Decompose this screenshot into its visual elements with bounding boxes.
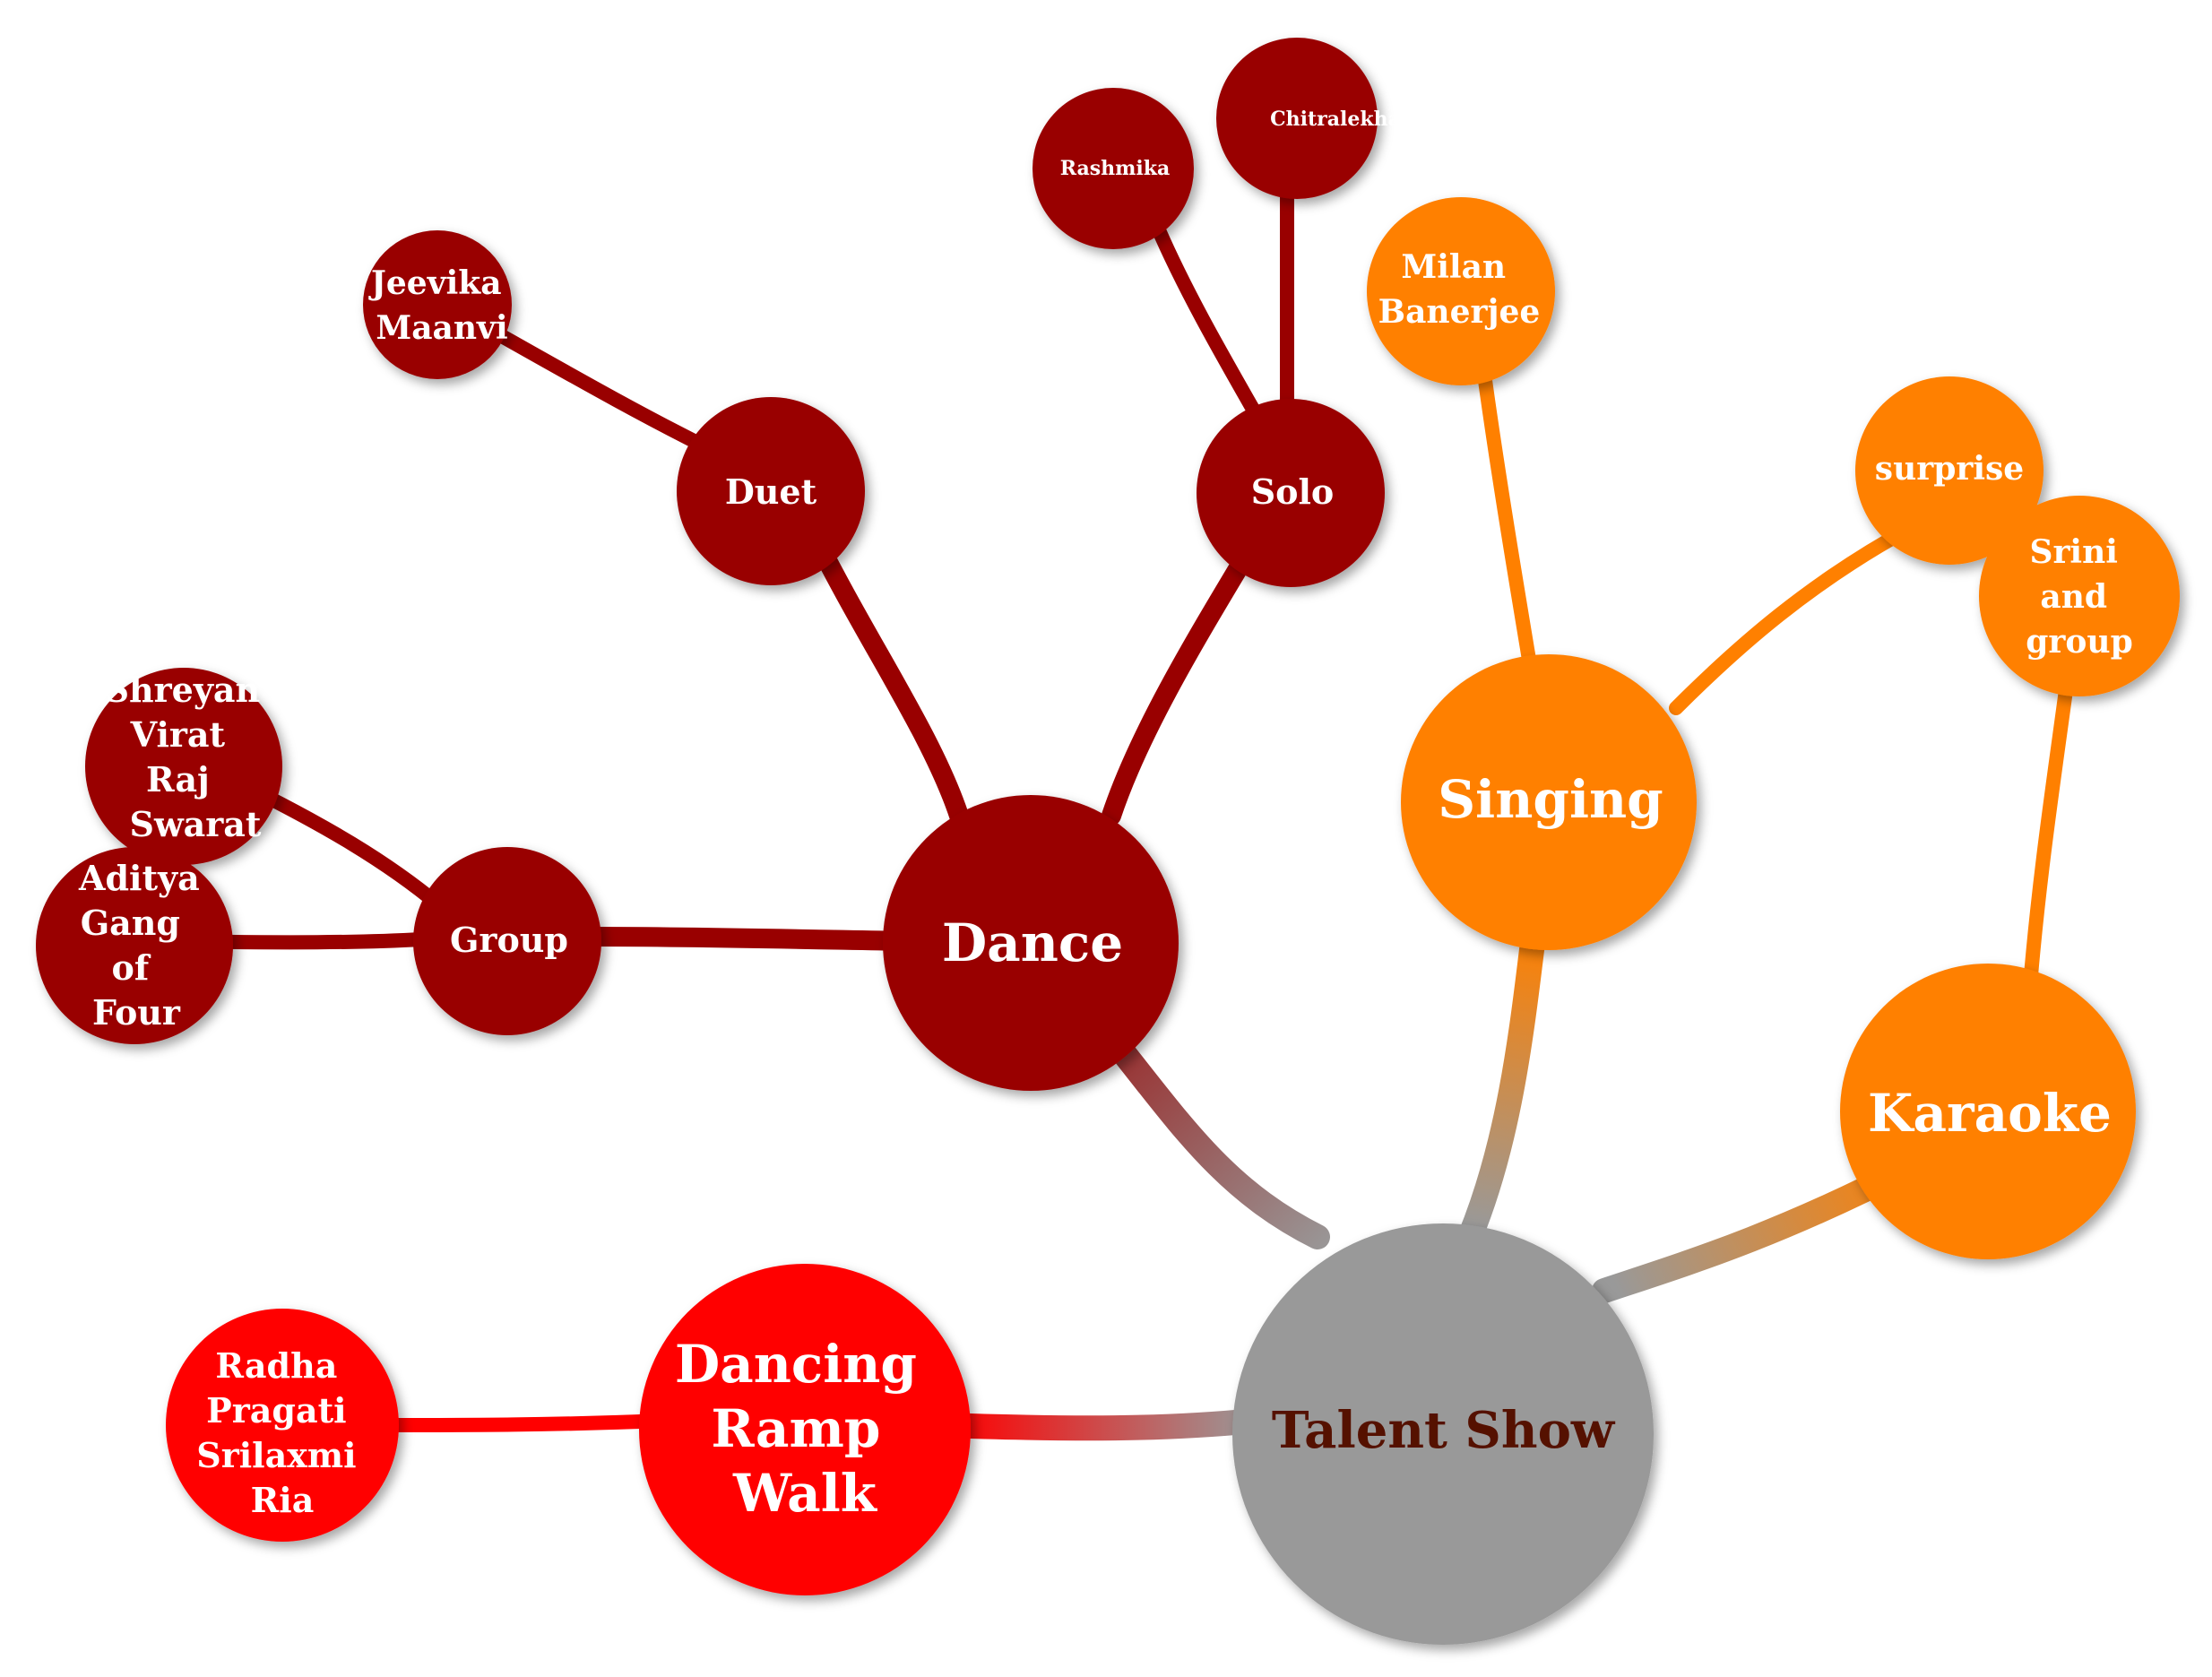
connector-solo-rashmika	[1149, 217, 1262, 419]
milan-banerjee-label: Milan Banerjee	[1378, 248, 1541, 331]
node-solo[interactable]	[1197, 399, 1385, 587]
singing-label: Singing	[1438, 769, 1663, 830]
node-group-members-a[interactable]	[85, 668, 282, 865]
node-talent-show[interactable]	[1232, 1223, 1654, 1645]
dance-label: Dance	[942, 912, 1123, 973]
group-members-b-label: Aditya Gang of Four	[78, 858, 212, 1033]
node-singing[interactable]	[1401, 654, 1697, 950]
node-duet[interactable]	[677, 397, 865, 585]
node-rashmika[interactable]	[1033, 88, 1194, 249]
node-group-members-b[interactable]	[36, 847, 233, 1044]
node-karaoke[interactable]	[1840, 964, 2136, 1259]
rashmika-label: Rashmika	[1060, 157, 1171, 180]
connectors	[172, 181, 2073, 1441]
connector-dance-duet	[806, 528, 969, 826]
connector-dance-group	[579, 927, 915, 951]
root-label: Talent Show	[1272, 1401, 1616, 1460]
ramp-label: Dancing Ramp Walk	[675, 1334, 935, 1524]
connector-root-ramp	[929, 1408, 1267, 1441]
solo-label: Solo	[1251, 471, 1335, 512]
connector-ramp-members	[369, 1413, 670, 1432]
group-members-a-label: Shreyan Virat Raj Swarat	[105, 670, 272, 844]
connector-karaoke-srini	[2023, 683, 2073, 993]
group-label: Group	[450, 920, 568, 960]
node-chitralekha[interactable]	[1216, 38, 1378, 199]
node-duet-members[interactable]	[363, 230, 512, 379]
labels: Talent Show Dance Group Shreyan Virat Ra…	[78, 108, 2133, 1524]
connector-group-members-a	[244, 782, 446, 912]
connector-root-karaoke	[1592, 1153, 1926, 1303]
nodes	[36, 38, 2180, 1645]
node-group[interactable]	[413, 847, 601, 1035]
chitralekha-label: Chitralekha	[1270, 108, 1401, 131]
karaoke-label: Karaoke	[1868, 1083, 2112, 1144]
connector-singing-surprise	[1669, 522, 1916, 715]
node-srini-group[interactable]	[1979, 496, 2180, 696]
connector-root-singing	[1457, 915, 1547, 1249]
connector-duet-members	[495, 329, 715, 455]
ramp-members-label: Radha Pragati Srilaxmi Ria	[196, 1345, 368, 1520]
duet-label: Duet	[725, 471, 817, 512]
connector-singing-milan	[1476, 360, 1540, 688]
node-milan-banerjee[interactable]	[1367, 197, 1555, 385]
surprise-label: surprise	[1875, 450, 2024, 488]
srini-group-label: Srini and group	[2026, 533, 2133, 661]
node-dance[interactable]	[883, 795, 1179, 1091]
duet-members-label: Jeevika Maanvi	[368, 264, 513, 347]
node-surprise[interactable]	[1855, 376, 2044, 565]
connector-dance-solo	[1102, 546, 1256, 826]
node-ramp-members[interactable]	[166, 1309, 399, 1542]
node-dancing-ramp-walk[interactable]	[639, 1264, 971, 1595]
